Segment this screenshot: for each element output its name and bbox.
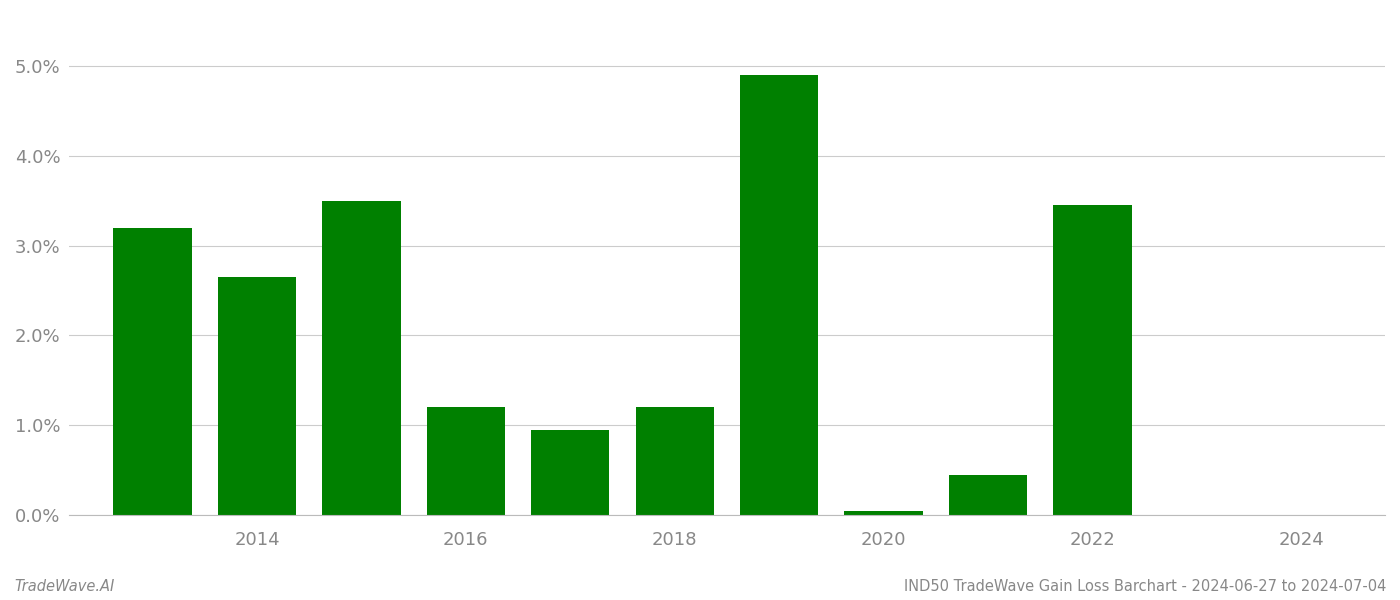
Bar: [531, 430, 609, 515]
Text: TradeWave.AI: TradeWave.AI: [14, 579, 115, 594]
Bar: [844, 511, 923, 515]
Text: IND50 TradeWave Gain Loss Barchart - 2024-06-27 to 2024-07-04: IND50 TradeWave Gain Loss Barchart - 202…: [903, 579, 1386, 594]
Bar: [427, 407, 505, 515]
Bar: [218, 277, 297, 515]
Bar: [741, 75, 819, 515]
Bar: [636, 407, 714, 515]
Bar: [113, 227, 192, 515]
Bar: [949, 475, 1028, 515]
Bar: [1053, 205, 1131, 515]
Bar: [322, 200, 400, 515]
